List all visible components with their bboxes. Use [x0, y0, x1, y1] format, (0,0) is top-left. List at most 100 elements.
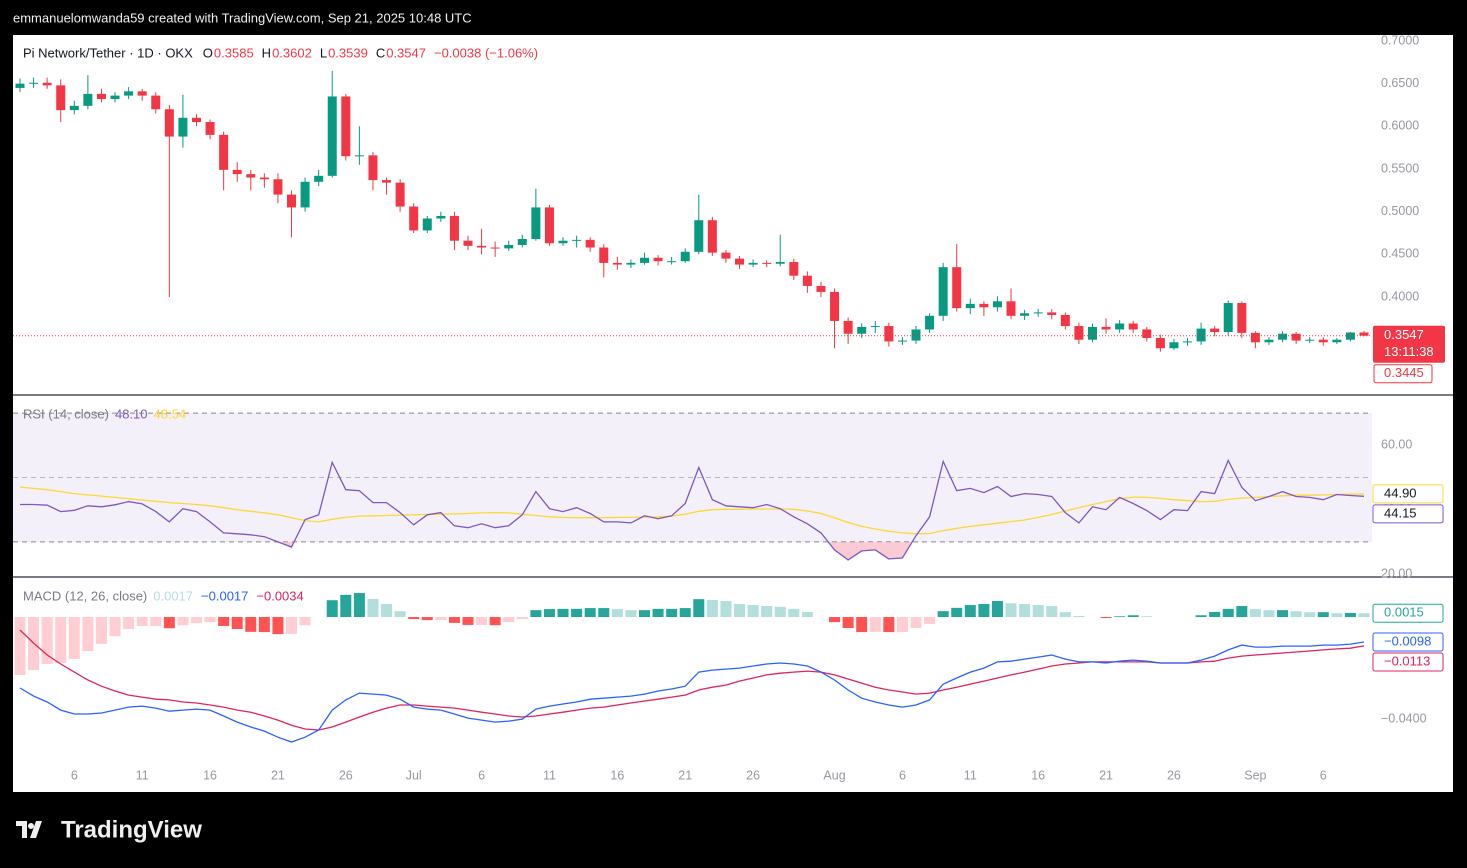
histogram-bar — [448, 617, 460, 623]
histogram-bar — [41, 617, 53, 664]
histogram-bar — [991, 600, 1003, 618]
candle-body — [897, 340, 907, 342]
candle-body — [327, 96, 337, 176]
candle-body — [490, 247, 500, 249]
y-tick-label: 60.00 — [1381, 438, 1412, 452]
histogram-bar — [462, 617, 474, 625]
candle-body — [354, 155, 364, 157]
candle-body — [1155, 338, 1165, 349]
histogram-bar — [924, 617, 936, 624]
last-value-label: 44.15 — [1384, 505, 1417, 520]
x-tick-label: 11 — [136, 768, 149, 782]
candle-body — [979, 303, 989, 308]
candle-body — [1047, 312, 1057, 315]
candle-body — [137, 91, 147, 96]
histogram-bar — [1195, 615, 1207, 618]
candle-body — [680, 251, 690, 262]
candle-body — [721, 252, 731, 259]
candle-body — [816, 285, 826, 292]
candle-body — [857, 326, 867, 334]
y-tick-label: −0.0400 — [1381, 711, 1427, 725]
histogram-bar — [1236, 606, 1248, 618]
histogram-bar — [1019, 604, 1031, 618]
histogram-bar — [14, 617, 26, 675]
candle-body — [639, 257, 649, 263]
histogram-bar — [299, 617, 311, 626]
x-tick-label: 16 — [1031, 768, 1045, 782]
y-tick-label: 0.5500 — [1381, 161, 1419, 175]
x-tick-label: 21 — [678, 768, 692, 782]
candle-body — [178, 117, 188, 137]
histogram-bar — [910, 617, 922, 629]
candle-body — [436, 215, 446, 219]
candle-body — [1115, 323, 1125, 330]
histogram-bar — [964, 605, 976, 618]
histogram-bar — [638, 610, 650, 618]
rsi-line — [20, 458, 1365, 561]
candle-body — [96, 93, 106, 100]
candle-body — [612, 262, 622, 265]
histogram-bar — [326, 600, 338, 618]
histogram-bar — [272, 617, 284, 635]
candle-body — [368, 155, 378, 181]
histogram-bar — [720, 600, 732, 618]
candle-body — [1359, 332, 1369, 336]
histogram-bar — [869, 617, 881, 632]
candle-body — [938, 267, 948, 316]
candle-body — [1291, 333, 1301, 341]
candle-body — [735, 258, 745, 265]
candle-body — [870, 326, 880, 328]
histogram-bar — [82, 617, 94, 651]
histogram-bar — [286, 617, 298, 634]
x-tick-label: 26 — [339, 768, 353, 782]
candle-body — [789, 262, 799, 276]
histogram-bar — [503, 617, 515, 623]
x-tick-label: 6 — [899, 768, 906, 782]
header: emmanuelomwanda59 created with TradingVi… — [13, 10, 472, 25]
candle-body — [1332, 339, 1342, 343]
histogram-bar — [1344, 612, 1356, 618]
candle-body — [42, 82, 52, 86]
histogram-bar — [584, 608, 596, 618]
histogram-bar — [1249, 609, 1261, 618]
histogram-bar — [829, 617, 841, 623]
legend-text: 0.3585 — [214, 45, 254, 60]
histogram-bar — [204, 617, 216, 623]
candle-body — [843, 320, 853, 334]
histogram-bar — [598, 608, 610, 618]
candle-body — [1223, 303, 1233, 333]
legend-text: L — [320, 45, 327, 60]
histogram-bar — [367, 598, 379, 618]
histogram-bar — [1032, 605, 1044, 618]
candle-body — [925, 315, 935, 330]
histogram-bar — [1114, 616, 1126, 618]
histogram-bar — [408, 617, 420, 620]
x-tick-label: 26 — [1167, 768, 1181, 782]
histogram-bar — [1209, 611, 1221, 618]
x-tick-label: 26 — [746, 768, 760, 782]
histogram-bar — [435, 617, 447, 621]
legend-text: 48.10 — [115, 406, 148, 421]
candle-body — [1020, 313, 1030, 316]
y-tick-label: 0.6500 — [1381, 76, 1419, 90]
histogram-bar — [218, 617, 230, 626]
y-tick-label: 0.6000 — [1381, 119, 1419, 133]
legend-text: 0.3602 — [272, 45, 312, 60]
candle-body — [1250, 332, 1260, 343]
candle-body — [504, 244, 514, 249]
candle-body — [110, 95, 120, 100]
price-tag-box — [1373, 325, 1445, 363]
histogram-bar — [774, 606, 786, 618]
histogram-bar — [951, 607, 963, 618]
x-tick-label: Aug — [823, 768, 845, 782]
legend-text: C — [376, 45, 385, 60]
candle-body — [449, 215, 459, 241]
legend-text: O — [203, 45, 213, 60]
candle-body — [29, 82, 39, 84]
legend-text: 0.3539 — [328, 45, 368, 60]
last-value-box — [1372, 632, 1444, 652]
candle-body — [572, 239, 582, 241]
candle-body — [1210, 328, 1220, 333]
legend-text: −0.0034 — [256, 588, 303, 603]
